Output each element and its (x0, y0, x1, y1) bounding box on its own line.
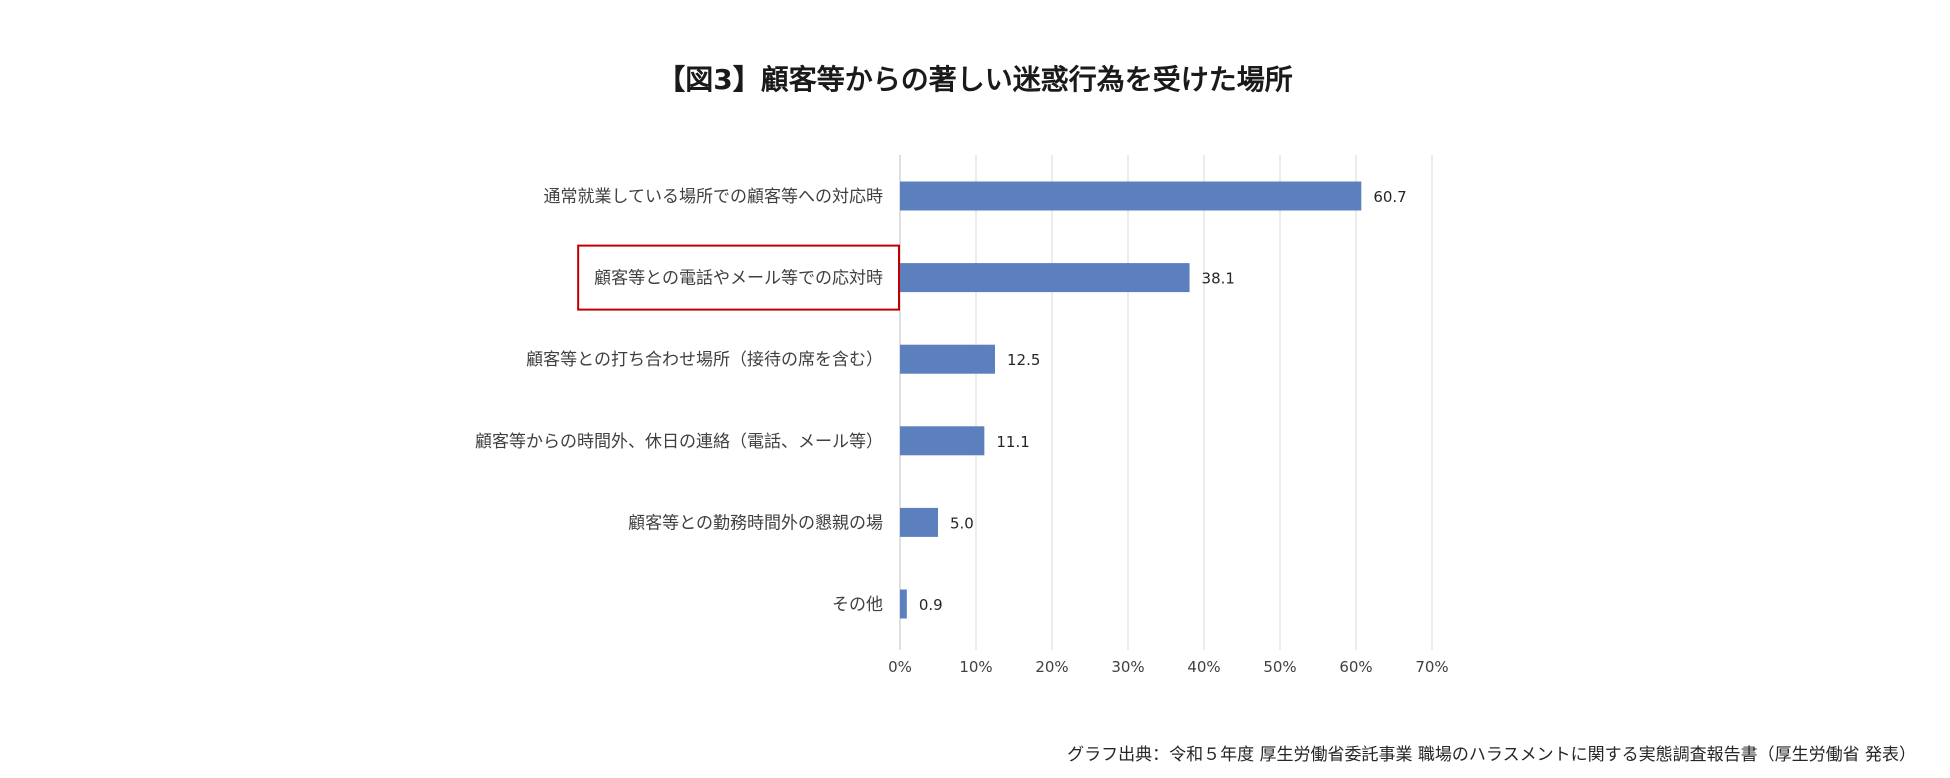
bar (900, 426, 985, 456)
bar (900, 263, 1190, 293)
value-label: 5.0 (950, 514, 974, 532)
bar (900, 589, 907, 619)
category-label: 顧客等との打ち合わせ場所（接待の席を含む） (526, 350, 883, 370)
source-note: グラフ出典：令和５年度 厚生労働省委託事業 職場のハラスメントに関する実態調査報… (1067, 745, 1916, 765)
x-tick-label: 60% (1339, 658, 1372, 676)
x-tick-label: 70% (1415, 658, 1448, 676)
x-tick-label: 40% (1187, 658, 1220, 676)
labels: 0% 10% 20% 30% 40% 50% 60% 70% 通常就業している場所での顧客等への… (475, 187, 1449, 676)
category-label: 顧客等からの時間外、休日の連絡（電話、メール等） (475, 432, 883, 452)
bar (900, 181, 1362, 211)
gridlines (899, 155, 1433, 650)
bar (900, 344, 995, 374)
value-label: 0.9 (919, 596, 943, 614)
highlight-box (577, 244, 900, 311)
x-tick-label: 50% (1263, 658, 1296, 676)
x-tick-label: 0% (888, 658, 912, 676)
bar (900, 507, 938, 537)
bars (900, 181, 1362, 619)
value-label: 12.5 (1007, 351, 1040, 369)
x-tick-label: 20% (1035, 658, 1068, 676)
value-label: 60.7 (1373, 188, 1406, 206)
category-label: その他 (832, 595, 883, 615)
value-label: 38.1 (1202, 270, 1235, 288)
x-tick-label: 10% (959, 658, 992, 676)
value-label: 11.1 (996, 433, 1029, 451)
category-label: 顧客等との電話やメール等での応対時 (594, 269, 883, 289)
chart-title: 【図3】顧客等からの著しい迷惑行為を受けた場所 (657, 63, 1293, 96)
x-tick-label: 30% (1111, 658, 1144, 676)
category-label: 顧客等との勤務時間外の懇親の場 (628, 513, 883, 533)
category-label: 通常就業している場所での顧客等への対応時 (544, 187, 884, 207)
